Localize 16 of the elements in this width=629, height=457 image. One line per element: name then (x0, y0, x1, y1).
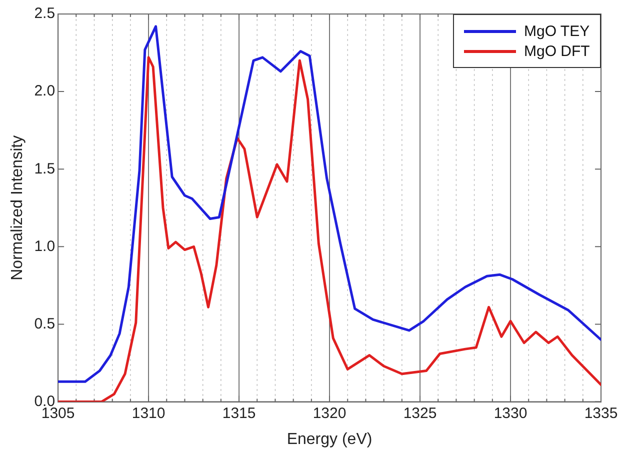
y-tick-label: 1.5 (34, 160, 56, 178)
x-tick-label: 1305 (41, 404, 75, 422)
x-tick-label: 1330 (494, 404, 528, 422)
y-tick-label: 1.0 (34, 238, 56, 255)
x-tick-label: 1320 (312, 404, 346, 422)
legend-label: MgO TEY (524, 22, 590, 40)
y-tick-label: 2.0 (34, 82, 56, 100)
y-axis-title: Normalized Intensity (9, 135, 26, 280)
y-tick-label: 2.5 (34, 5, 56, 22)
x-tick-label: 1310 (132, 404, 166, 422)
x-tick-label: 1315 (222, 404, 256, 422)
x-axis-title: Energy (eV) (286, 430, 372, 448)
legend-label: MgO DFT (524, 42, 590, 60)
x-tick-label: 1325 (403, 404, 437, 422)
x-tick-label: 1335 (584, 404, 618, 422)
y-tick-label: 0.5 (34, 315, 56, 332)
